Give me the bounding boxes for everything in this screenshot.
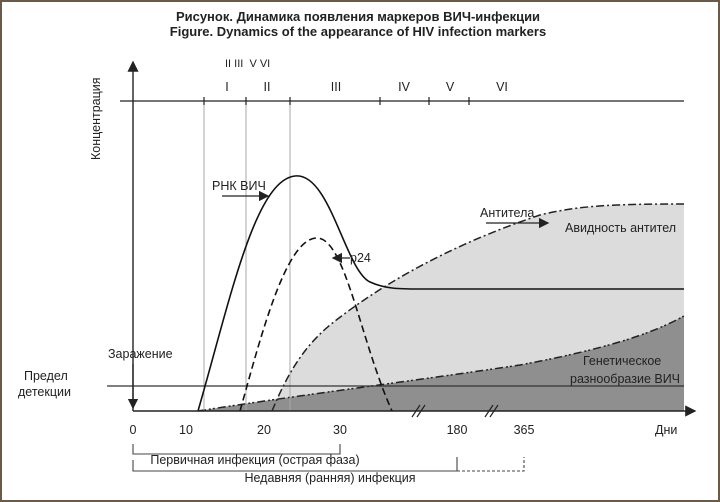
axis-breaks (411, 404, 499, 418)
avidity-label: Авидность антител (565, 221, 676, 235)
title-ru: Рисунок. Динамика появления маркеров ВИЧ… (176, 9, 540, 24)
detection-label-2: детекции (18, 385, 71, 399)
y-axis-label: Концентрация (89, 77, 103, 160)
stage-ticks (203, 97, 470, 105)
genetic-diversity-area (198, 316, 684, 411)
p24-label: p24 (350, 251, 371, 265)
stage-V: V (446, 80, 455, 94)
antibodies-label: Антитела (480, 206, 534, 220)
recent-infection-bracket (132, 457, 458, 472)
stage-I: I (225, 80, 228, 94)
stage-II: II (264, 80, 271, 94)
genetic-diversity-curve (197, 315, 685, 412)
primary-infection-label: Первичная инфекция (острая фаза) (150, 453, 359, 467)
stage-VI: VI (496, 80, 508, 94)
p24-curve (239, 237, 393, 412)
primary-infection-bracket (132, 444, 341, 455)
detection-label-1: Предел (24, 369, 68, 383)
antibody-curve (271, 203, 685, 412)
title-en: Figure. Dynamics of the appearance of HI… (170, 24, 546, 39)
x-tick-20: 20 (257, 423, 271, 437)
x-tick-30: 30 (333, 423, 347, 437)
stage-guides (203, 105, 291, 411)
recent-infection-label: Недавняя (ранняя) инфекция (244, 471, 415, 485)
stage-III: III (331, 80, 341, 94)
infection-label: Заражение (108, 347, 173, 361)
recent-infection-bracket-dashed (457, 457, 525, 472)
rna-label: РНК ВИЧ (212, 179, 266, 193)
x-tick-180: 180 (447, 423, 468, 437)
stages-top-label: II III V VI (225, 58, 270, 70)
x-tick-10: 10 (179, 423, 193, 437)
x-axis-label: Дни (655, 423, 677, 437)
x-tick-365: 365 (514, 423, 535, 437)
x-tick-0: 0 (130, 423, 137, 437)
genetic-label-2: разнообразие ВИЧ (570, 372, 680, 386)
genetic-label-1: Генетическое (583, 354, 661, 368)
stage-IV: IV (398, 80, 410, 94)
rna-curve (197, 175, 684, 412)
